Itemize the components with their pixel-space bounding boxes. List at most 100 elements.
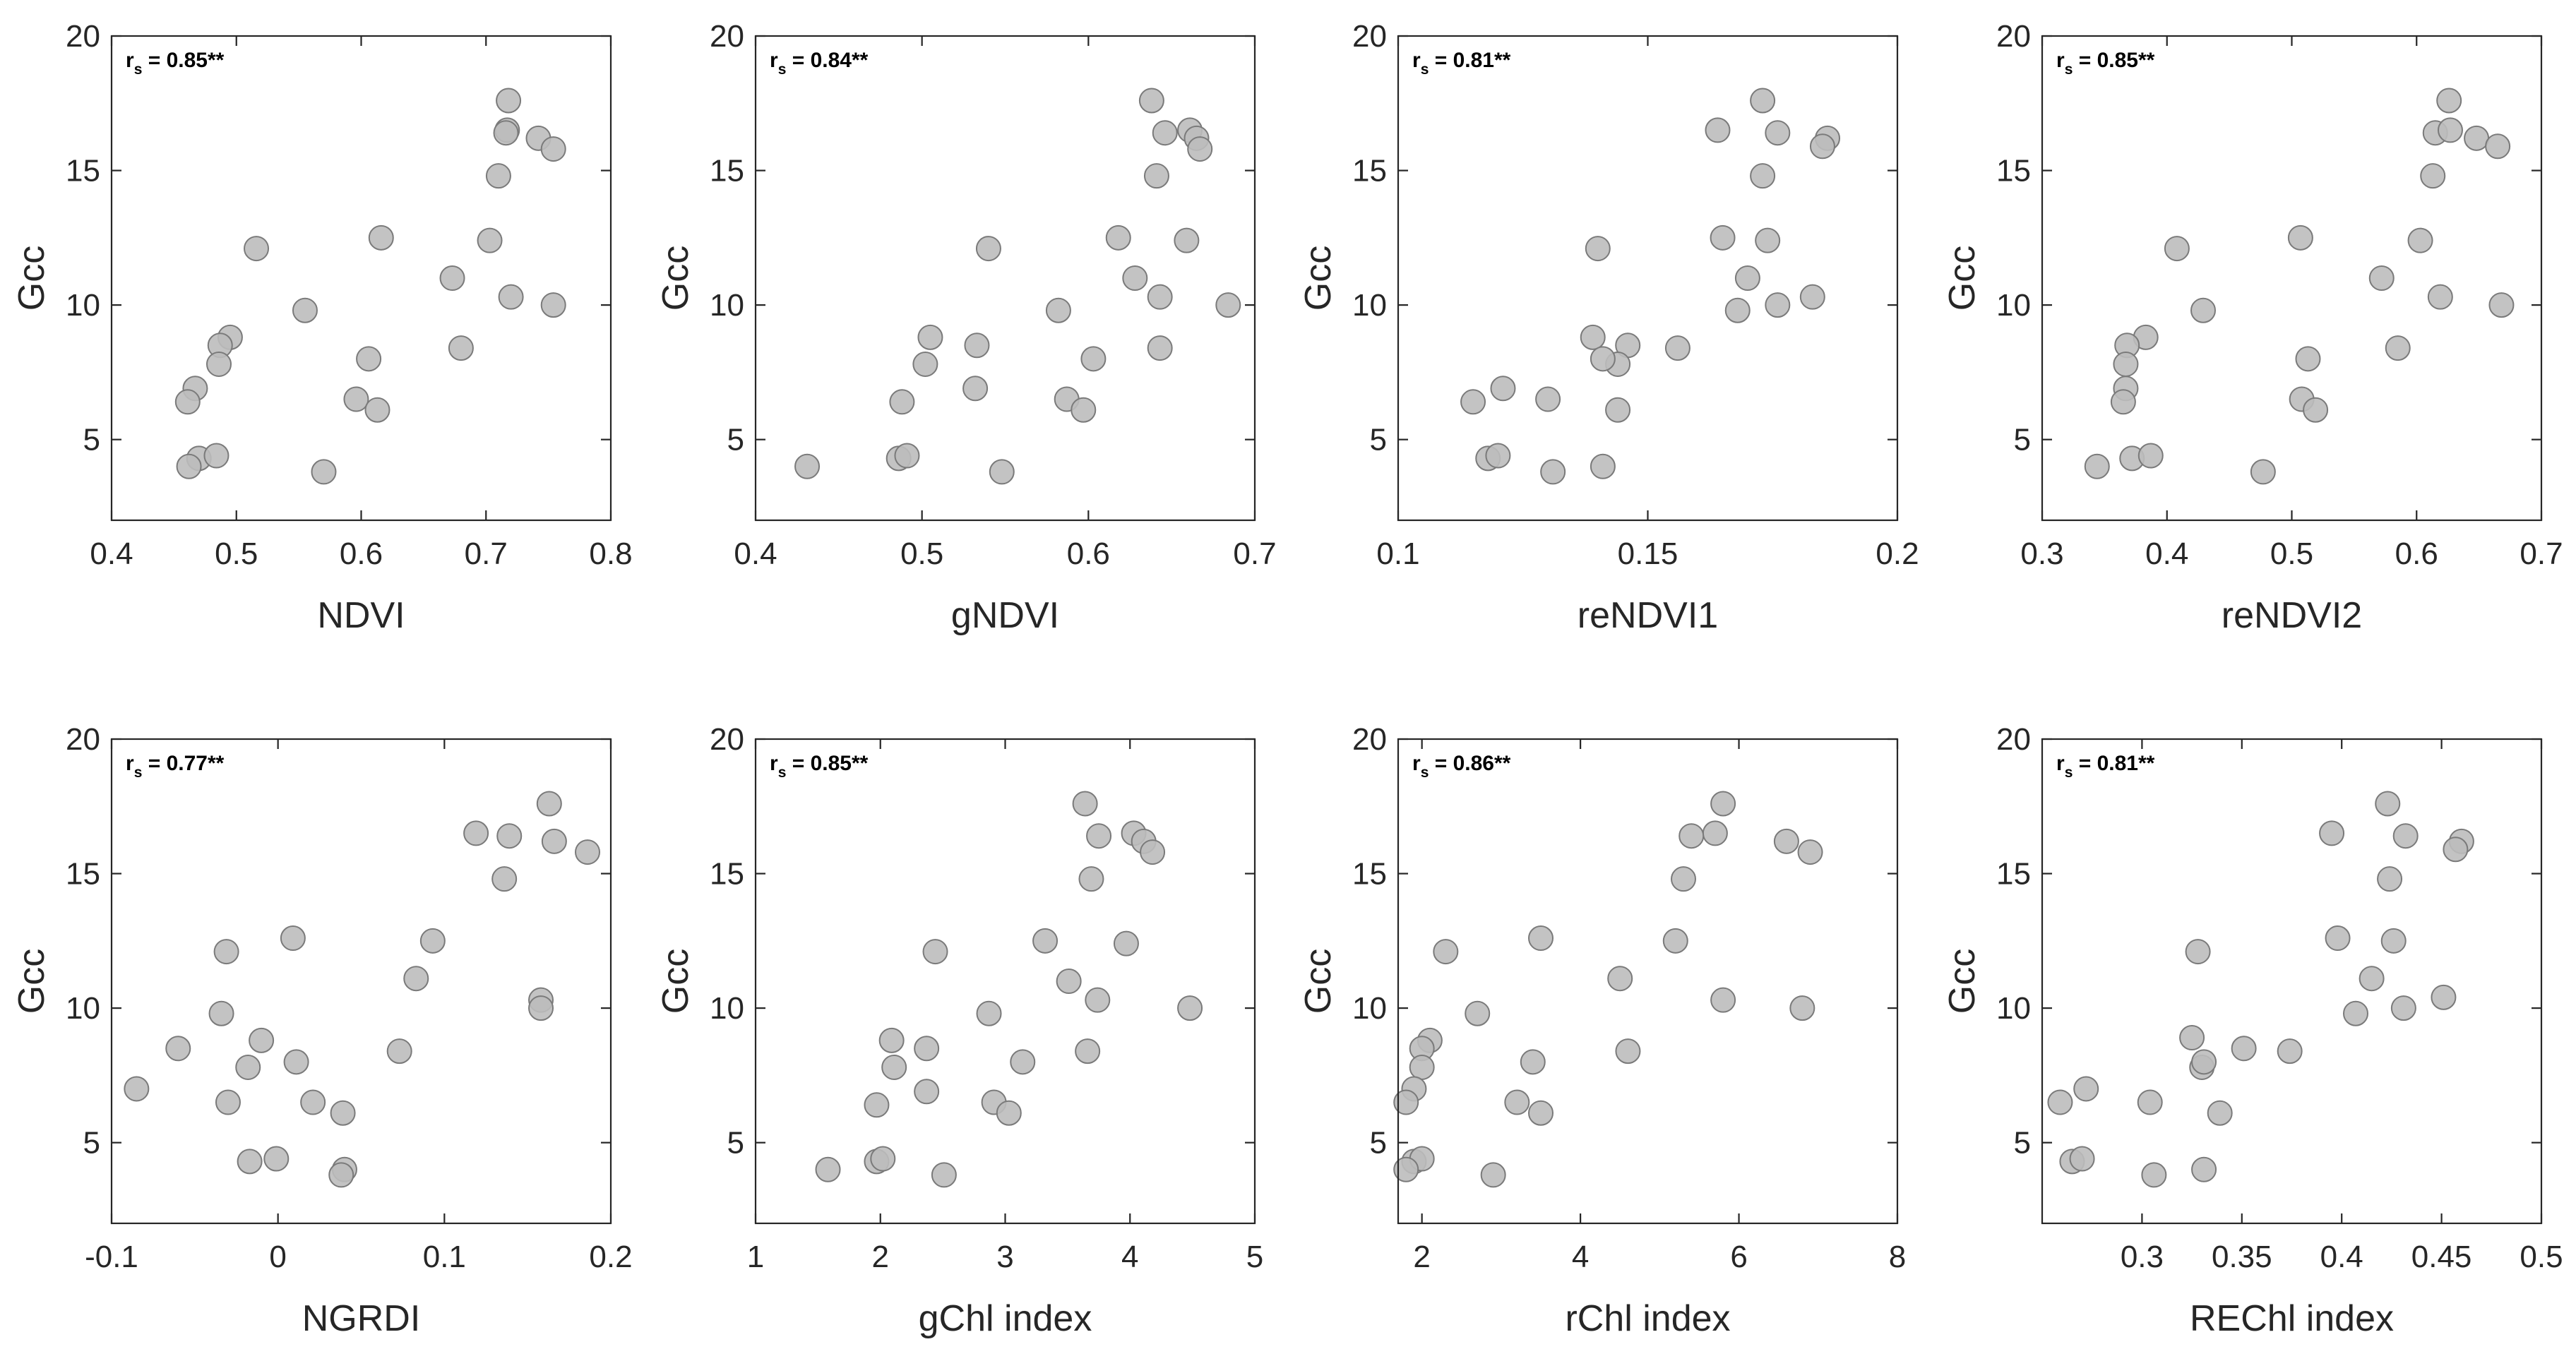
stat-value: = 0.85** <box>2073 49 2154 72</box>
data-point <box>528 995 554 1021</box>
y-tick-label: 10 <box>66 288 100 323</box>
data-point <box>237 1149 263 1175</box>
x-axis-label: rChl index <box>1565 1298 1730 1339</box>
data-point <box>2277 1038 2303 1065</box>
data-point <box>496 88 522 114</box>
data-point <box>996 1100 1022 1126</box>
data-point <box>1809 133 1835 160</box>
data-point <box>2436 88 2462 114</box>
x-tick-label: 0.4 <box>734 536 777 571</box>
y-tick-label: 20 <box>1352 19 1387 54</box>
stat-value: = 0.86** <box>1429 752 1510 775</box>
x-axis-label: REChl index <box>2190 1298 2394 1339</box>
y-tick-label: 15 <box>1352 857 1387 892</box>
data-point <box>1140 839 1166 865</box>
data-point <box>1152 120 1178 146</box>
data-point <box>914 1036 940 1062</box>
x-tick-label: 0.4 <box>2320 1240 2363 1274</box>
data-point <box>124 1076 150 1102</box>
data-point <box>2137 443 2164 469</box>
data-point <box>249 1027 275 1053</box>
data-point <box>922 939 948 965</box>
data-point <box>2443 837 2469 863</box>
y-axis-label: Gcc <box>1942 949 1983 1014</box>
data-point <box>1465 1000 1491 1026</box>
data-point <box>1504 1089 1530 1115</box>
scatter-panel-rendvi1: 0.1 0.15 0.2 5 10 15 20 reNDVI1 Gcc rs = 0.81** <box>1298 19 1919 636</box>
stat-subscript: s <box>778 765 787 781</box>
data-points <box>1393 791 1823 1188</box>
data-point <box>213 939 239 965</box>
data-point <box>386 1038 412 1065</box>
data-point <box>1590 453 1616 479</box>
data-point <box>176 453 202 479</box>
data-point <box>1177 995 1203 1021</box>
x-tick-label: 4 <box>1572 1240 1589 1274</box>
data-point <box>1710 987 1736 1013</box>
data-point <box>244 236 270 262</box>
data-point <box>1765 292 1791 318</box>
data-point <box>2164 236 2190 262</box>
y-tick-label: 10 <box>1352 288 1387 323</box>
data-point <box>540 292 566 318</box>
data-point <box>2392 823 2419 849</box>
data-point <box>2185 939 2211 965</box>
stat-prefix: r <box>770 49 778 72</box>
y-tick-label: 15 <box>66 857 100 892</box>
plot-frame <box>754 738 1256 1225</box>
data-points <box>124 791 601 1188</box>
stat-prefix: r <box>1412 752 1421 775</box>
data-point <box>989 459 1015 485</box>
data-point <box>206 351 232 377</box>
data-point <box>864 1092 890 1118</box>
data-point <box>2390 995 2416 1021</box>
stat-prefix: r <box>1412 49 1421 72</box>
data-point <box>1797 839 1823 865</box>
data-point <box>536 791 562 817</box>
data-point <box>1409 1054 1435 1080</box>
data-point <box>914 1079 940 1105</box>
y-tick-label: 20 <box>1996 19 2031 54</box>
x-tick-label: 0.15 <box>1618 536 1678 571</box>
correlation-stat: rs = 0.81** <box>1412 49 1511 78</box>
y-tick-label: 10 <box>710 991 744 1026</box>
data-point <box>575 839 601 865</box>
data-point <box>403 966 429 992</box>
data-point <box>2295 346 2321 372</box>
stat-subscript: s <box>2065 765 2073 781</box>
x-tick-label: 0.4 <box>2145 536 2188 571</box>
y-tick-label: 15 <box>1996 154 2031 188</box>
data-point <box>1056 969 1082 994</box>
y-axis-label: Gcc <box>11 949 52 1014</box>
x-tick-label: 0.1 <box>423 1240 466 1274</box>
data-point <box>1010 1049 1036 1075</box>
data-point <box>889 389 915 415</box>
data-point <box>1393 1156 1419 1182</box>
data-point <box>815 1156 841 1182</box>
x-tick-label: 0.8 <box>589 536 632 571</box>
y-axis-label: Gcc <box>655 949 696 1014</box>
data-point <box>1755 227 1781 253</box>
data-point <box>2231 1036 2257 1062</box>
data-point <box>343 386 369 412</box>
x-tick-label: 6 <box>1730 1240 1747 1274</box>
data-point <box>881 1054 907 1080</box>
data-point <box>2464 125 2490 151</box>
data-point <box>1799 284 1825 310</box>
x-tick-label: 8 <box>1889 1240 1906 1274</box>
data-point <box>203 443 229 469</box>
data-point <box>2190 297 2217 323</box>
data-point <box>1215 292 1241 318</box>
x-tick-label: 2 <box>1413 1240 1430 1274</box>
data-point <box>330 1100 356 1126</box>
scatter-panel-rchl-index: 2 4 6 8 5 10 15 20 rChl index Gcc rs = 0.86** <box>1298 722 1906 1339</box>
x-tick-label: 0.5 <box>900 536 943 571</box>
x-axis-label: gNDVI <box>951 595 1059 636</box>
data-point <box>878 1027 905 1053</box>
y-tick-label: 5 <box>2014 1126 2031 1161</box>
plot-frame <box>1397 35 1899 522</box>
x-tick-label: 0.5 <box>2270 536 2313 571</box>
data-point <box>364 397 390 423</box>
data-point <box>540 136 566 162</box>
data-point <box>1580 324 1606 350</box>
